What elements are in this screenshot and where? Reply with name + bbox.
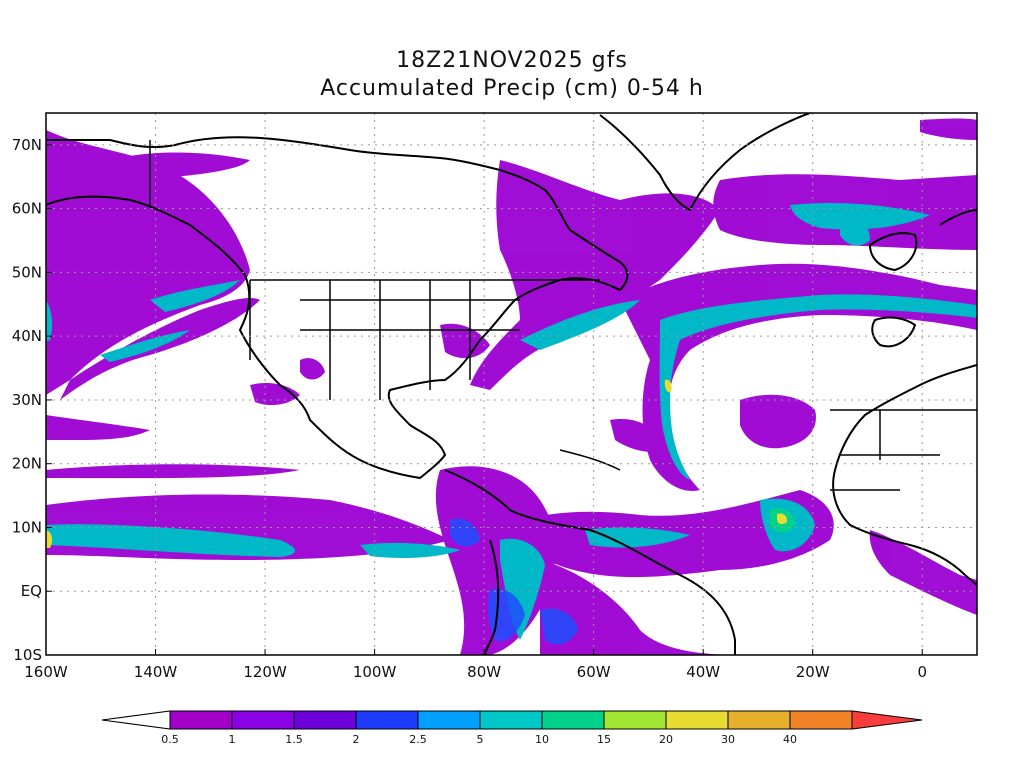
colorbar-label: 2 [353,733,360,746]
colorbar-segment [727,710,791,730]
y-tick-label: 20N [12,455,42,473]
colorbar-segment [479,710,543,730]
colorbar-segment [541,710,605,730]
y-tick-label: 10S [13,646,42,664]
y-tick-label: 10N [12,518,42,536]
colorbar-segment [417,710,481,730]
colorbar-label: 1.5 [285,733,303,746]
coastlines [46,113,977,655]
colorbar: 0.5 1 1.5 2 2.5 5 10 15 20 30 40 [101,710,923,746]
colorbar-label: 5 [477,733,484,746]
y-tick-label: 60N [12,200,42,218]
map-title-line-1: 18Z21NOV2025 gfs [396,48,628,73]
precip-cyan-layer [46,203,977,640]
colorbar-label: 40 [783,733,797,746]
colorbar-low-arrow [101,710,171,730]
colorbar-high-arrow [851,710,923,730]
colorbar-label: 20 [659,733,673,746]
colorbar-segment [169,710,233,730]
colorbar-label: 0.5 [161,733,179,746]
colorbar-segment [293,710,357,730]
precip-green-layer [46,379,795,548]
map-title-line-2: Accumulated Precip (cm) 0-54 h [320,76,704,101]
gridlines [46,113,977,655]
x-tick-label: 40W [686,663,720,681]
x-tick-label: 60W [577,663,611,681]
x-axis: 160W 140W 120W 100W 80W 60W 40W 20W 0 [24,649,927,681]
colorbar-segment [231,710,295,730]
colorbar-label: 30 [721,733,735,746]
x-tick-label: 140W [134,663,178,681]
colorbar-segment [603,710,667,730]
x-tick-label: 100W [353,663,397,681]
y-axis: 70N 60N 50N 40N 30N 20N 10N EQ 10S [12,136,52,664]
x-tick-label: 0 [917,663,927,681]
plot-area [46,113,977,655]
x-tick-label: 20W [796,663,830,681]
colorbar-label: 1 [229,733,236,746]
plot-frame [45,112,978,656]
y-tick-label: EQ [21,582,42,600]
x-tick-label: 120W [243,663,287,681]
colorbar-label: 15 [597,733,611,746]
y-tick-label: 70N [12,136,42,154]
x-tick-label: 80W [467,663,501,681]
colorbar-segment [665,710,729,730]
colorbar-segment [355,710,419,730]
colorbar-label: 10 [535,733,549,746]
colorbar-label: 2.5 [409,733,427,746]
y-tick-label: 30N [12,391,42,409]
y-tick-label: 40N [12,327,42,345]
x-tick-label: 160W [24,663,68,681]
colorbar-segment [789,710,853,730]
y-tick-label: 50N [12,263,42,281]
